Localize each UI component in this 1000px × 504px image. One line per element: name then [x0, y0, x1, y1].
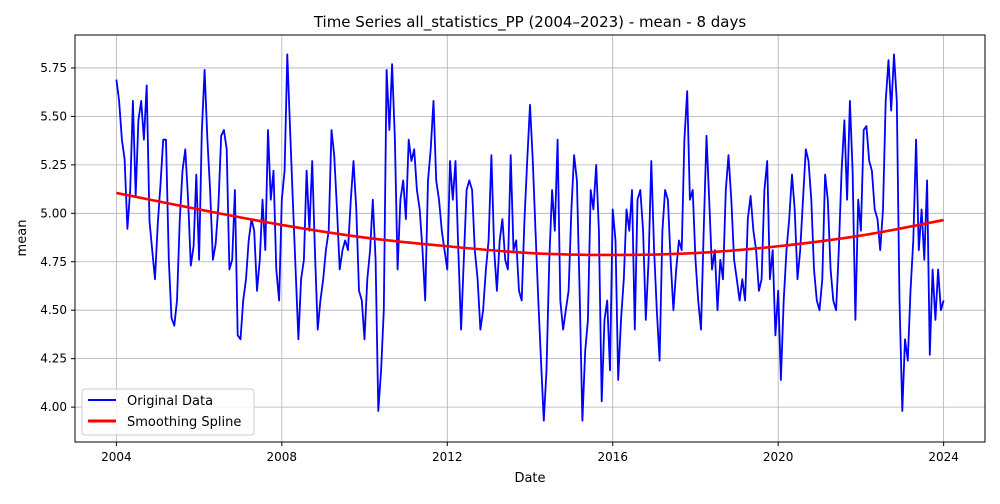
- x-tick-label: 2012: [432, 450, 463, 464]
- x-tick-label: 2020: [763, 450, 794, 464]
- y-tick-label: 4.75: [40, 255, 67, 269]
- x-axis-label: Date: [514, 471, 545, 486]
- series-original-data-line: [115, 53, 945, 422]
- y-axis-label: mean: [15, 220, 30, 257]
- x-tick-label: 2004: [101, 450, 132, 464]
- y-tick-label: 5.50: [40, 109, 67, 123]
- y-tick-label: 4.50: [40, 303, 67, 317]
- legend-box: [81, 388, 255, 436]
- series-layer: [115, 53, 945, 422]
- y-tick-label: 4.00: [40, 400, 67, 414]
- legend-label-spline: Smoothing Spline: [127, 415, 241, 430]
- x-tick-label: 2016: [597, 450, 628, 464]
- y-tick-label: 5.75: [40, 61, 67, 75]
- y-axis: 4.00 4.25 4.50 4.75 5.00 5.25 5.50 5.75: [40, 61, 75, 414]
- series-smoothing-spline-line: [116, 191, 944, 257]
- y-tick-label: 4.25: [40, 352, 67, 366]
- x-tick-label: 2008: [267, 450, 298, 464]
- y-tick-label: 5.25: [40, 158, 67, 172]
- grid: [75, 35, 985, 442]
- x-axis: 2004 2008 2012 2016 2020 2024: [101, 442, 959, 464]
- x-tick-label: 2024: [928, 450, 959, 464]
- legend-label-original: Original Data: [127, 394, 213, 409]
- chart-title: Time Series all_statistics_PP (2004–2023…: [313, 13, 747, 32]
- plot-frame: [74, 34, 986, 443]
- legend: Original Data Smoothing Spline: [81, 388, 255, 436]
- y-tick-label: 5.00: [40, 206, 67, 220]
